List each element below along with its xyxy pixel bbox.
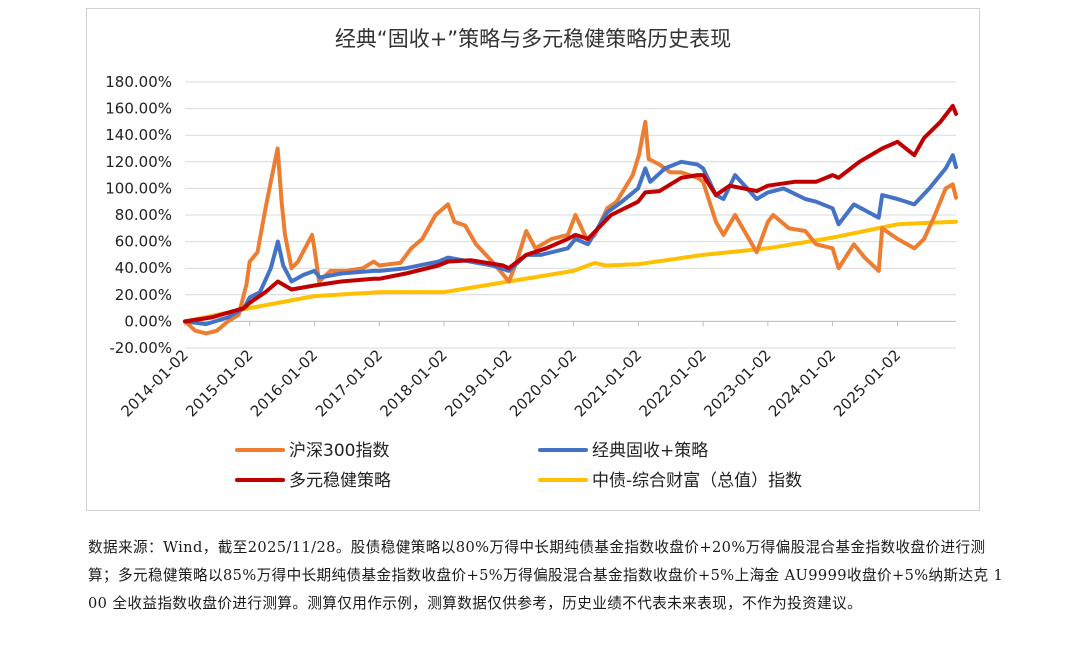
y-tick-label: 100.00% bbox=[105, 179, 172, 197]
x-tick-label: 2020-01-02 bbox=[506, 346, 580, 420]
x-tick-label: 2014-01-02 bbox=[117, 346, 191, 420]
x-tick-label: 2017-01-02 bbox=[312, 346, 386, 420]
line-chart: 经典“固收+”策略与多元稳健策略历史表现 180.00% 160.00% 140.00… bbox=[105, 27, 958, 491]
y-tick-label: 40.00% bbox=[115, 259, 172, 277]
x-tick-label: 2019-01-02 bbox=[441, 346, 515, 420]
legend-label: 中债-综合财富（总值）指数 bbox=[592, 471, 802, 491]
y-tick-label: 80.00% bbox=[115, 206, 172, 224]
series-line bbox=[183, 153, 958, 327]
chart-frame bbox=[86, 8, 980, 511]
y-tick-label: 120.00% bbox=[105, 153, 172, 171]
x-tick-label: 2022-01-02 bbox=[636, 346, 710, 420]
source-note: 数据来源：Wind，截至2025/11/28。股债稳健策略以80%万得中长期纯债… bbox=[88, 539, 1004, 612]
x-tick-label: 2015-01-02 bbox=[182, 346, 256, 420]
y-tick-label: 20.00% bbox=[115, 286, 172, 304]
y-tick-label: 0.00% bbox=[124, 312, 172, 330]
y-tick-label: 160.00% bbox=[105, 100, 172, 118]
chart-title: 经典“固收+”策略与多元稳健策略历史表现 bbox=[335, 27, 731, 51]
series-line bbox=[183, 219, 958, 324]
x-tick-label: 2025-01-02 bbox=[830, 346, 904, 420]
y-tick-label: 180.00% bbox=[105, 73, 172, 91]
legend-label: 沪深300指数 bbox=[289, 441, 389, 461]
legend-label: 多元稳健策略 bbox=[289, 471, 391, 491]
x-tick-label: 2024-01-02 bbox=[765, 346, 839, 420]
y-tick-label: 140.00% bbox=[105, 126, 172, 144]
x-tick-label: 2018-01-02 bbox=[377, 346, 451, 420]
series-line bbox=[183, 119, 958, 336]
x-tick-label: 2023-01-02 bbox=[700, 346, 774, 420]
legend-label: 经典固收+策略 bbox=[592, 441, 708, 461]
series-line bbox=[183, 103, 958, 324]
x-tick-label: 2016-01-02 bbox=[247, 346, 321, 420]
x-tick-label: 2021-01-02 bbox=[571, 346, 645, 420]
y-tick-label: 60.00% bbox=[115, 233, 172, 251]
y-tick-label: -20.00% bbox=[109, 339, 172, 357]
